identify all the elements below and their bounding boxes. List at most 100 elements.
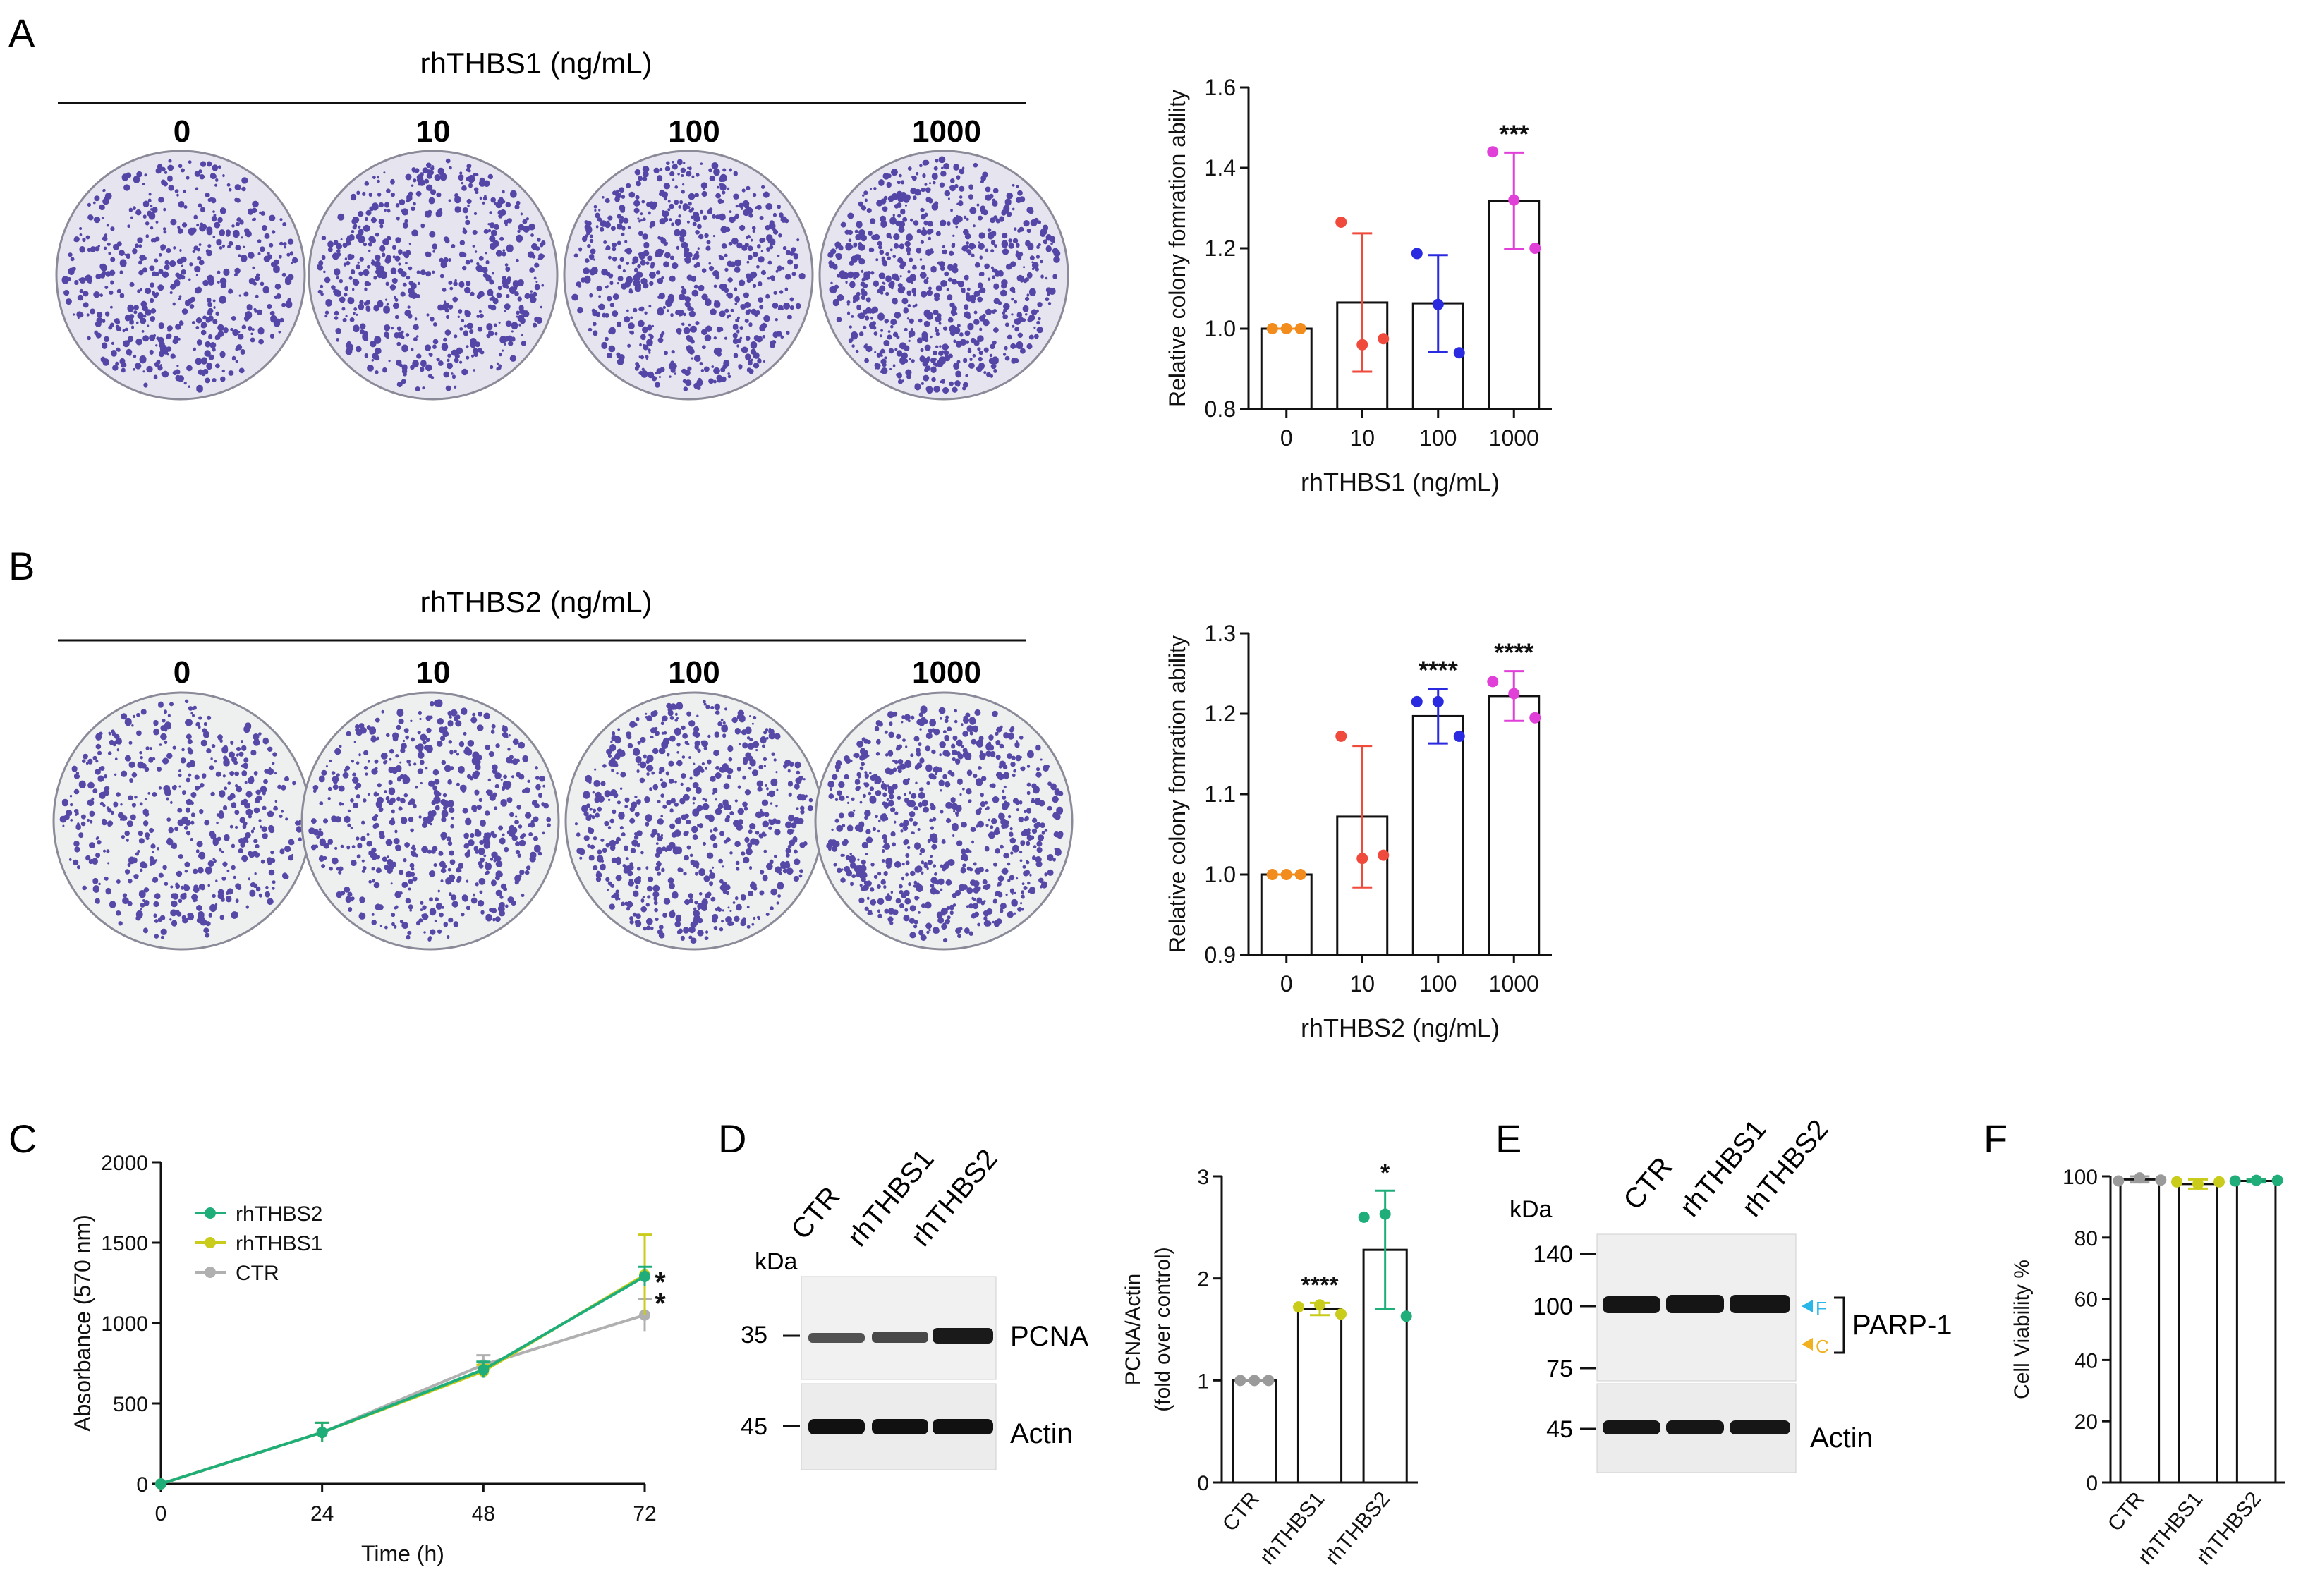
panel-c-legend-label: rhTHBS1 [236, 1232, 322, 1255]
colony-dots [826, 705, 1064, 943]
panel-b-chart-bar [1411, 714, 1464, 956]
panel-f-chart-bar [2235, 1180, 2277, 1484]
panel-b-chart-x-tick-label: 0 [1280, 971, 1293, 997]
panel-a-chart-data-point [1529, 243, 1541, 254]
panel-c-significance: * [655, 1289, 666, 1320]
panel-a-chart-y-tick-label: 1.0 [1205, 316, 1236, 341]
panel-c-legend-label: rhTHBS2 [236, 1202, 322, 1226]
panel-a-chart-bar [1260, 327, 1313, 410]
panel-a-chart-x-tick-label: 10 [1349, 425, 1375, 451]
panel-d-chart-data-point [1293, 1301, 1304, 1313]
panel-b-chart-data-point [1432, 695, 1444, 707]
panel-b-letter: B [8, 544, 35, 588]
panel-c-x-tick-label: 48 [472, 1502, 495, 1525]
panel-c-chart: 0 500 1000 1500 2000 0 24 48 72 Absorbance (570 n… [70, 1152, 666, 1566]
panel-a-chart: 0.8 1.0 1.2 1.4 1.6 0 10 100 *** 1000 Relative col… [1165, 75, 1552, 497]
panel-d-chart-data-point [1249, 1375, 1261, 1387]
panel-b-chart-y-tick-label: 1.2 [1205, 701, 1236, 726]
panel-f-chart-bar [2119, 1178, 2161, 1484]
panel-d-chart-data-point [1358, 1211, 1370, 1223]
panel-f-chart-data-point [2250, 1174, 2262, 1186]
panel-d-chart-data-point [1379, 1208, 1391, 1220]
panel-b-chart-data-point [1453, 730, 1465, 742]
panel-a-chart-data-point [1294, 323, 1306, 334]
panel-f-chart-y-tick-label: 80 [2075, 1227, 2098, 1250]
panel-d-band-pcna-rhthbs1 [872, 1332, 928, 1343]
panel-b-dishes [52, 691, 1074, 951]
panel-c-x-tick-label: 0 [155, 1502, 167, 1525]
panel-e-marker-75: 75 [1546, 1356, 1573, 1382]
panel-a: A rhTHBS1 (ng/mL) 0 10 100 100 0 0.8 1.0 1.… [8, 11, 1552, 497]
panel-b-dose-10: 10 [416, 655, 451, 690]
panel-f-chart-y-tick-label: 60 [2075, 1289, 2098, 1312]
panel-b-chart-y-tick-label: 1.1 [1205, 781, 1236, 807]
panel-d-chart-significance: **** [1301, 1272, 1340, 1298]
panel-e-arrow-full-length-icon [1802, 1300, 1813, 1312]
panel-c-y-tick-label: 2000 [101, 1152, 148, 1175]
panel-d-chart-y-tick-label: 3 [1197, 1166, 1209, 1189]
panel-b-chart-bar [1488, 695, 1541, 956]
panel-b-chart-data-point [1529, 712, 1541, 724]
panel-f-chart-data-point [2213, 1176, 2225, 1188]
panel-d-chart-data-point [1400, 1310, 1412, 1322]
panel-d-chart-bar [1296, 1308, 1343, 1484]
panel-c-series-line [160, 1273, 646, 1485]
panel-a-dose-100: 100 [668, 114, 719, 149]
panel-f-chart-data-point [2171, 1176, 2182, 1188]
panel-c-data-point [639, 1270, 650, 1282]
panel-a-dishes [55, 150, 1069, 401]
panel-a-chart-y-tick-label: 1.2 [1205, 236, 1236, 261]
panel-a-chart-y-tick-label: 1.4 [1205, 155, 1236, 181]
panel-f-chart-data-point [2192, 1178, 2204, 1190]
panel-a-treatment-label: rhTHBS1 (ng/mL) [420, 47, 652, 80]
panel-d-chart-x-tick-label: rhTHBS2 [1320, 1487, 1395, 1569]
panel-f-chart-y-tick-label: 40 [2075, 1349, 2098, 1372]
panel-e-letter: E [1495, 1116, 1522, 1161]
panel-f-chart-bar [2178, 1183, 2218, 1484]
panel-a-chart-y-tick-label: 0.8 [1205, 396, 1236, 422]
panel-b-chart-data-point [1487, 676, 1499, 688]
panel-c-series-line [160, 1313, 645, 1485]
panel-d-chart-y-tick-label: 1 [1197, 1370, 1209, 1393]
panel-e: E kDa CTR rhTHBS1 rhTHBS2 140 100 75 45 … [1495, 1114, 1952, 1473]
panel-c-data-point [478, 1364, 490, 1376]
panel-a-chart-data-point [1487, 146, 1499, 158]
panel-d: D kDa CTR rhTHBS1 rhTHBS2 35 45 PCNA Act… [718, 1116, 1418, 1569]
panel-b-chart-data-point [1356, 853, 1368, 865]
panel-a-chart-y-tick-label: 1.6 [1205, 75, 1236, 100]
panel-c-y-tick-label: 500 [113, 1393, 148, 1416]
panel-e-marker-140: 140 [1533, 1241, 1573, 1268]
panel-a-chart-x-label: rhTHBS1 (ng/mL) [1301, 468, 1500, 497]
panel-a-chart-y-label: Relative colony fomration ability [1165, 90, 1190, 407]
panel-f-chart-data-point [2113, 1175, 2125, 1187]
panel-b-chart-y-tick-label: 1.0 [1205, 862, 1236, 887]
panel-c-legend-marker [205, 1267, 216, 1278]
panel-e-band-actin-ctr [1603, 1420, 1660, 1434]
panel-b-dose-1000: 1000 [912, 655, 981, 690]
colony-dots [61, 159, 298, 393]
panel-e-band-actin-rhthbs2 [1730, 1420, 1790, 1434]
panel-d-chart-x-tick-label: CTR [1218, 1487, 1264, 1535]
panel-d-chart-y-tick-label: 2 [1197, 1268, 1209, 1291]
panel-f-chart-data-point [2134, 1172, 2146, 1184]
colony-dots [571, 159, 806, 391]
colony-dots [59, 699, 303, 939]
panel-f-chart-y-tick-label: 100 [2063, 1166, 2098, 1189]
panel-d-chart-y-label: PCNA/Actin [1122, 1274, 1145, 1385]
panel-b-chart-significance: **** [1494, 638, 1533, 667]
panel-f-letter: F [1984, 1116, 2008, 1161]
panel-a-chart-x-tick-label: 100 [1419, 425, 1457, 451]
panel-a-chart-data-point [1508, 194, 1520, 206]
colony-dots [308, 699, 552, 942]
panel-a-chart-x-tick-label: 0 [1280, 425, 1293, 451]
panel-e-lane-ctr: CTR [1617, 1152, 1679, 1216]
panel-a-letter: A [8, 11, 35, 55]
panel-c-data-point [155, 1478, 166, 1490]
panel-a-dose-0: 0 [174, 114, 190, 149]
panel-b-chart-y-label: Relative colony fomration ability [1165, 635, 1190, 953]
panel-e-band-parp-rhthbs1 [1666, 1295, 1724, 1313]
panel-f-chart-data-point [2229, 1175, 2241, 1187]
panel-d-chart-data-point [1263, 1375, 1275, 1387]
panel-e-arrow-cleaved-icon [1802, 1338, 1813, 1351]
